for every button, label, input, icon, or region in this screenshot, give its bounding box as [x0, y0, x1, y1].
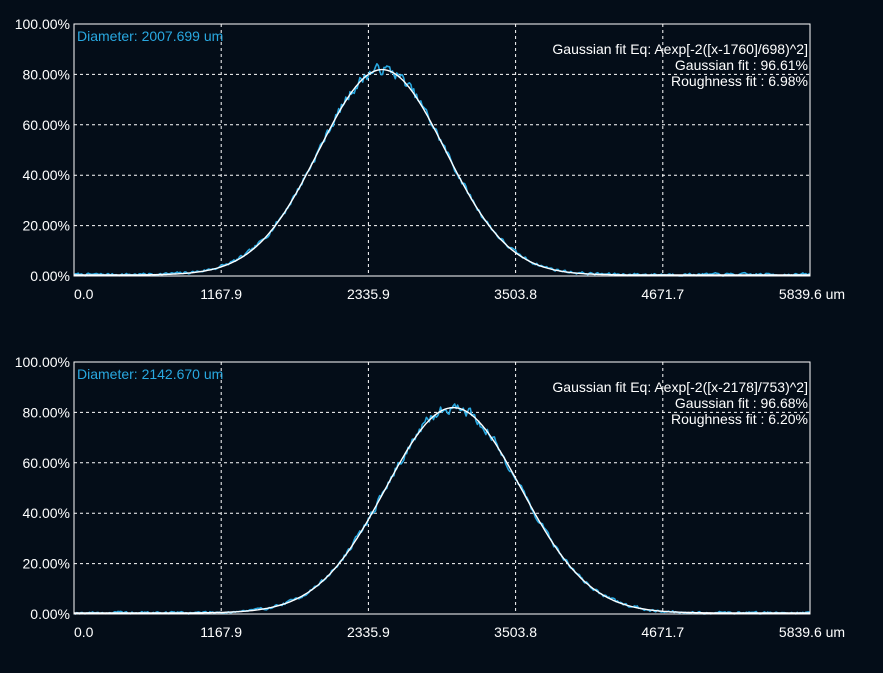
y-tick-label: 60.00% [23, 455, 70, 471]
gaussian-fit-line [74, 406, 810, 614]
y-tick-label: 0.00% [30, 268, 70, 284]
fit-annotation: Roughness fit : 6.20% [671, 411, 808, 427]
x-tick-label: 0.0 [74, 286, 94, 302]
y-tick-label: 80.00% [23, 66, 70, 82]
fit-annotation: Gaussian fit : 96.68% [675, 395, 808, 411]
y-tick-label: 40.00% [23, 505, 70, 521]
fit-annotation: Gaussian fit Eq: Aexp[-2([x-1760]/698)^2… [552, 41, 808, 57]
diameter-label: Diameter: 2142.670 um [77, 366, 223, 382]
x-tick-label: 0.0 [74, 624, 94, 640]
y-tick-label: 80.00% [23, 404, 70, 420]
y-tick-label: 20.00% [23, 556, 70, 572]
y-tick-label: 60.00% [23, 117, 70, 133]
measured-profile-line [73, 62, 811, 277]
x-tick-label: 3503.8 [494, 624, 537, 640]
y-tick-label: 100.00% [15, 354, 70, 370]
plot-frame [73, 361, 811, 615]
diameter-label: Diameter: 2007.699 um [77, 28, 223, 44]
x-tick-label: 3503.8 [494, 286, 537, 302]
gaussian-fit-line [74, 68, 810, 276]
measured-profile-line [73, 403, 811, 615]
x-tick-label: 4671.7 [641, 624, 684, 640]
x-tick-label: 2335.9 [347, 286, 390, 302]
x-tick-label: 4671.7 [641, 286, 684, 302]
plot-frame [73, 23, 811, 277]
y-tick-label: 100.00% [15, 16, 70, 32]
fit-annotation: Gaussian fit Eq: Aexp[-2([x-2178]/753)^2… [552, 379, 808, 395]
x-tick-label: 1167.9 [200, 286, 242, 302]
chart-panel-1: 0.00% 20.00% 40.00% 60.00% 80.00% 100.00% 0.0 1… [15, 16, 845, 302]
x-tick-label: 5839.6 um [779, 286, 845, 302]
y-tick-label: 0.00% [30, 606, 70, 622]
chart-panel-2: 0.00% 20.00% 40.00% 60.00% 80.00% 100.00% 0.0 1… [15, 354, 845, 640]
fit-annotation: Roughness fit : 6.98% [671, 73, 808, 89]
x-tick-label: 1167.9 [200, 624, 242, 640]
fit-annotation: Gaussian fit : 96.61% [675, 57, 808, 73]
x-tick-label: 2335.9 [347, 624, 390, 640]
y-tick-label: 20.00% [23, 218, 70, 234]
y-tick-label: 40.00% [23, 167, 70, 183]
x-tick-label: 5839.6 um [779, 624, 845, 640]
